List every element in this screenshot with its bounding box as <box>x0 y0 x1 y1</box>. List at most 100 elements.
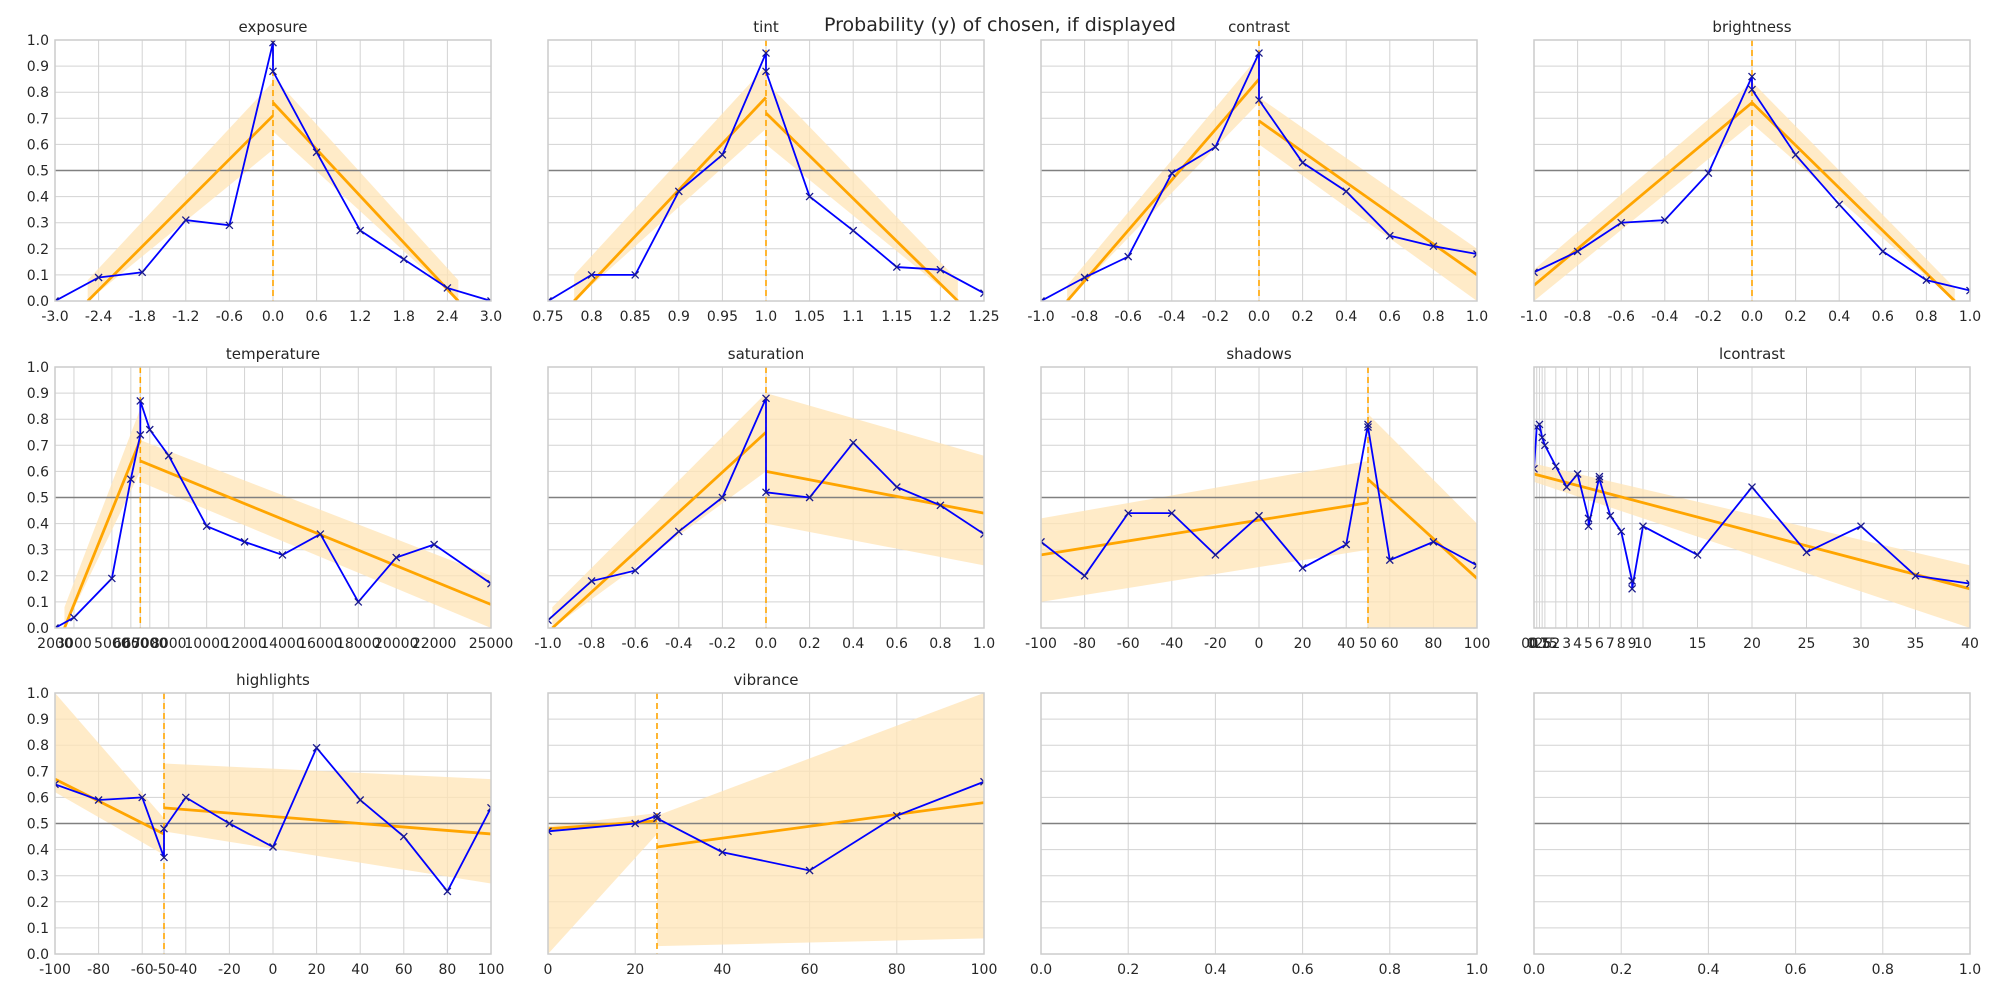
y-tick-label: 0.4 <box>27 517 49 533</box>
x-tick-label: 35 <box>1907 636 1925 652</box>
x-tick-label: -3.0 <box>41 309 68 325</box>
subplot-highlights: highlights -100 -80 -60-50-40 -20 0 20 40 60 80 10… <box>27 671 505 978</box>
x-tick-label: -0.6 <box>1115 309 1142 325</box>
x-tick-label: 40 <box>713 962 731 978</box>
x-tick-label: 7 <box>1606 636 1615 652</box>
x-tick-label: 10000 <box>184 636 229 652</box>
x-tick-label: 25 <box>1798 636 1816 652</box>
data-point <box>392 553 401 562</box>
plot-area <box>55 693 491 954</box>
subplot-tint: tint 0.75 0.8 0.85 0.9 0.95 1.0 1.05 1.1 1.15 1.2 1… <box>532 18 999 325</box>
subplot-title: lcontrast <box>1719 345 1785 363</box>
confidence-band <box>552 393 766 628</box>
data-point <box>1211 550 1220 559</box>
data-point <box>1639 522 1647 531</box>
x-tick-label: -40 <box>1160 636 1183 652</box>
y-tick-label: 1.0 <box>27 33 49 49</box>
data-point <box>762 49 770 58</box>
confidence-band <box>64 408 141 628</box>
x-tick-label: -0.8 <box>1564 309 1591 325</box>
data-point <box>980 289 984 298</box>
data-point <box>1693 550 1702 559</box>
axes-frame <box>1533 692 1971 955</box>
x-tick-label: 40 <box>351 962 369 978</box>
x-tick-label: -20 <box>218 962 241 978</box>
subplot-title: vibrance <box>734 671 799 689</box>
y-tick-label: 0.1 <box>27 595 49 611</box>
fit-line <box>1751 101 1956 301</box>
x-tick-label: -0.2 <box>709 636 736 652</box>
data-point <box>136 396 145 405</box>
data-point <box>805 866 814 875</box>
confidence-band <box>1067 55 1259 301</box>
y-tick-label: 0.9 <box>27 712 49 728</box>
data-point <box>548 297 552 301</box>
x-tick-label: 100 <box>478 962 505 978</box>
data-point <box>1473 250 1477 258</box>
figure-title: Probability (y) of chosen, if displayed <box>824 14 1176 36</box>
plot-area <box>1534 420 1970 593</box>
plot-area <box>1041 40 1477 301</box>
x-tick-label: 1.0 <box>1466 309 1488 325</box>
confidence-band <box>657 693 984 947</box>
fit-line <box>1258 119 1477 277</box>
data-point <box>1364 420 1372 429</box>
axes-frame <box>1040 366 1478 629</box>
x-tick-label: 60 <box>395 962 413 978</box>
x-tick-label: 80 <box>888 962 906 978</box>
data-point <box>487 579 491 588</box>
data-point <box>1595 475 1604 484</box>
observed-line <box>55 42 491 301</box>
fit-line <box>271 101 460 301</box>
x-tick-label: -20 <box>1204 636 1227 652</box>
y-tick-label: 0.0 <box>27 294 49 310</box>
data-point <box>1211 143 1220 151</box>
x-tick-label: 1.0 <box>1959 309 1981 325</box>
data-point <box>1573 470 1582 478</box>
plot-area <box>55 40 491 301</box>
axes-frame <box>1040 39 1478 302</box>
x-tick-label: 8000 <box>151 636 187 652</box>
x-tick-label: 0.8 <box>1422 309 1444 325</box>
y-tick-label: 0.7 <box>27 438 49 454</box>
plot-area <box>548 693 984 954</box>
observed-line <box>1041 52 1477 301</box>
x-tick-label: 1.05 <box>794 309 825 325</box>
subplot-title: contrast <box>1228 18 1290 36</box>
data-point <box>1298 158 1307 167</box>
data-point <box>718 848 727 857</box>
data-point <box>653 814 661 823</box>
y-tick-label: 0.5 <box>27 817 49 833</box>
x-tick-label: -1.0 <box>534 636 561 652</box>
data-point <box>674 187 683 196</box>
x-tick-label: -80 <box>1073 636 1096 652</box>
fit-line <box>63 439 142 628</box>
x-tick-label: 60 <box>801 962 819 978</box>
x-tick-label: 0.2 <box>1291 309 1313 325</box>
x-tick-label: -0.4 <box>1158 309 1185 325</box>
observed-line <box>548 397 984 621</box>
plot-area <box>1041 367 1477 628</box>
data-point <box>1364 423 1372 431</box>
axes-frame <box>1040 692 1478 955</box>
y-tick-label: 0.3 <box>27 216 49 232</box>
data-point <box>1573 247 1582 256</box>
subplot-title: temperature <box>226 345 320 363</box>
data-point <box>1534 268 1538 277</box>
y-tick-label: 0.3 <box>27 543 49 559</box>
x-tick-label: 80 <box>1424 636 1442 652</box>
data-point <box>443 283 452 292</box>
x-tick-label: 0.0 <box>755 636 777 652</box>
y-tick-label: 0.0 <box>27 621 49 637</box>
y-tick-label: 0.0 <box>27 947 49 963</box>
x-tick-label: -0.6 <box>216 309 243 325</box>
data-point <box>1429 242 1438 251</box>
y-tick-label: 0.9 <box>27 386 49 402</box>
plot-area <box>548 367 984 628</box>
data-point <box>1802 548 1811 557</box>
data-point <box>892 263 901 272</box>
data-point <box>1584 522 1593 531</box>
data-point <box>631 566 640 575</box>
axes-frame <box>547 692 985 955</box>
data-point <box>548 827 552 836</box>
